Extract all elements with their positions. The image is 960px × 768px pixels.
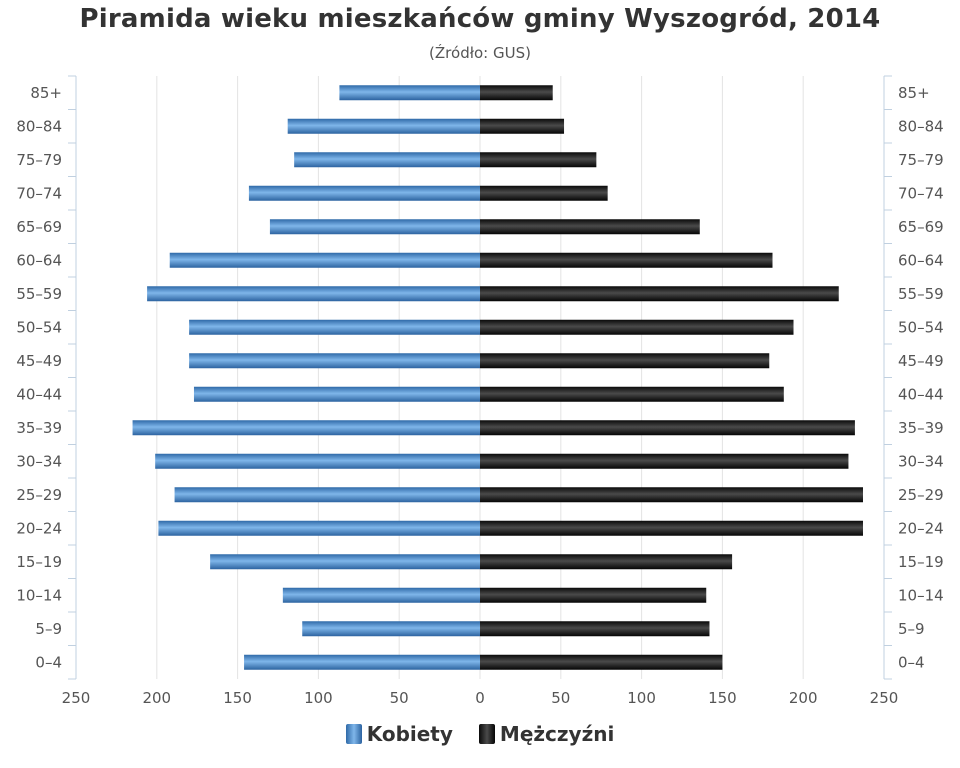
- y-tick-label-left: 5–9: [35, 620, 62, 638]
- x-tick-label: 50: [390, 689, 409, 707]
- y-tick-label-right: 75–79: [898, 151, 944, 169]
- y-tick-label-left: 50–54: [16, 318, 62, 336]
- tick-labels: 85+ 85+ 80–84 80–84 75–79 75–79 70–74 70–74 65–6…: [16, 84, 943, 707]
- bar-male[interactable]: [480, 152, 597, 168]
- bar-female[interactable]: [132, 420, 480, 436]
- y-tick-label-left: 30–34: [16, 452, 62, 470]
- y-tick-label-left: 70–74: [16, 184, 62, 202]
- y-tick-label-left: 45–49: [16, 352, 62, 370]
- bar-male[interactable]: [480, 386, 784, 402]
- legend-swatch-female: [345, 724, 362, 744]
- y-tick-label-left: 15–19: [16, 553, 62, 571]
- bar-male[interactable]: [480, 587, 707, 603]
- bar-female[interactable]: [294, 152, 480, 168]
- y-tick-label-right: 50–54: [898, 318, 944, 336]
- bar-female[interactable]: [269, 219, 480, 235]
- y-tick-label-left: 55–59: [16, 285, 62, 303]
- y-tick-label-left: 20–24: [16, 519, 62, 537]
- grid-lines: [156, 76, 804, 679]
- y-tick-label-right: 0–4: [898, 653, 925, 671]
- bar-female[interactable]: [189, 353, 480, 369]
- bar-male[interactable]: [480, 487, 863, 503]
- y-tick-label-right: 55–59: [898, 285, 944, 303]
- legend-label-female: Kobiety: [366, 722, 453, 746]
- x-tick-label: 250: [870, 689, 899, 707]
- y-tick-label-right: 40–44: [898, 385, 944, 403]
- chart-title: Piramida wieku mieszkańców gminy Wyszogr…: [79, 4, 881, 34]
- bar-male[interactable]: [480, 252, 773, 268]
- bar-male[interactable]: [480, 353, 770, 369]
- bar-male[interactable]: [480, 85, 553, 101]
- x-tick-label: 250: [62, 689, 91, 707]
- y-tick-label-left: 65–69: [16, 218, 62, 236]
- y-tick-label-left: 75–79: [16, 151, 62, 169]
- bar-male[interactable]: [480, 554, 733, 570]
- bar-male[interactable]: [480, 286, 839, 302]
- y-tick-label-left: 35–39: [16, 419, 62, 437]
- y-tick-label-right: 5–9: [898, 620, 925, 638]
- y-tick-label-right: 35–39: [898, 419, 944, 437]
- y-tick-label-right: 70–74: [898, 184, 944, 202]
- y-tick-label-right: 15–19: [898, 553, 944, 571]
- bar-male[interactable]: [480, 118, 565, 134]
- bar-female[interactable]: [210, 554, 481, 570]
- bar-female[interactable]: [193, 386, 480, 402]
- y-tick-label-left: 60–64: [16, 251, 62, 269]
- bars: [132, 85, 863, 670]
- bar-female[interactable]: [169, 252, 480, 268]
- bar-female[interactable]: [282, 587, 480, 603]
- y-tick-label-left: 80–84: [16, 117, 62, 135]
- bar-male[interactable]: [480, 520, 863, 536]
- x-tick-label: 200: [789, 689, 818, 707]
- y-tick-label-right: 85+: [898, 84, 930, 102]
- bar-female[interactable]: [244, 654, 480, 670]
- bar-male[interactable]: [480, 420, 855, 436]
- x-tick-label: 100: [627, 689, 656, 707]
- legend-item-female[interactable]: Kobiety: [345, 722, 453, 746]
- legend-swatch-male: [478, 724, 495, 744]
- bar-female[interactable]: [147, 286, 480, 302]
- bar-male[interactable]: [480, 185, 608, 201]
- x-tick-label: 100: [304, 689, 333, 707]
- x-tick-label: 200: [142, 689, 171, 707]
- chart-subtitle: (Źródło: GUS): [429, 44, 531, 62]
- y-tick-label-left: 10–14: [16, 586, 62, 604]
- legend-item-male[interactable]: Mężczyźni: [478, 722, 615, 746]
- y-tick-label-left: 25–29: [16, 486, 62, 504]
- bar-male[interactable]: [480, 654, 723, 670]
- y-tick-label-left: 40–44: [16, 385, 62, 403]
- x-tick-label: 0: [475, 689, 485, 707]
- x-tick-label: 150: [223, 689, 252, 707]
- bar-female[interactable]: [189, 319, 480, 335]
- x-tick-label: 150: [708, 689, 737, 707]
- bar-female[interactable]: [174, 487, 481, 503]
- y-tick-label-right: 45–49: [898, 352, 944, 370]
- axes: [68, 75, 892, 680]
- y-tick-label-right: 25–29: [898, 486, 944, 504]
- bar-female[interactable]: [248, 185, 480, 201]
- y-tick-label-right: 60–64: [898, 251, 944, 269]
- bar-male[interactable]: [480, 621, 710, 637]
- y-tick-label-right: 80–84: [898, 117, 944, 135]
- bar-female[interactable]: [155, 453, 480, 469]
- y-tick-label-right: 20–24: [898, 519, 944, 537]
- bar-male[interactable]: [480, 319, 794, 335]
- y-tick-label-right: 10–14: [898, 586, 944, 604]
- bar-female[interactable]: [302, 621, 480, 637]
- legend-label-male: Mężczyźni: [499, 722, 615, 746]
- y-tick-label-left: 85+: [30, 84, 62, 102]
- y-tick-label-right: 65–69: [898, 218, 944, 236]
- bar-female[interactable]: [158, 520, 480, 536]
- bar-male[interactable]: [480, 453, 849, 469]
- y-tick-label-right: 30–34: [898, 452, 944, 470]
- legend: Kobiety Mężczyźni: [0, 722, 960, 746]
- bar-male[interactable]: [480, 219, 700, 235]
- bar-female[interactable]: [287, 118, 480, 134]
- y-tick-label-left: 0–4: [35, 653, 62, 671]
- bar-female[interactable]: [339, 85, 480, 101]
- x-tick-label: 50: [551, 689, 570, 707]
- population-pyramid-chart: 85+ 85+ 80–84 80–84 75–79 75–79 70–74 70–74 65–6…: [16, 75, 944, 707]
